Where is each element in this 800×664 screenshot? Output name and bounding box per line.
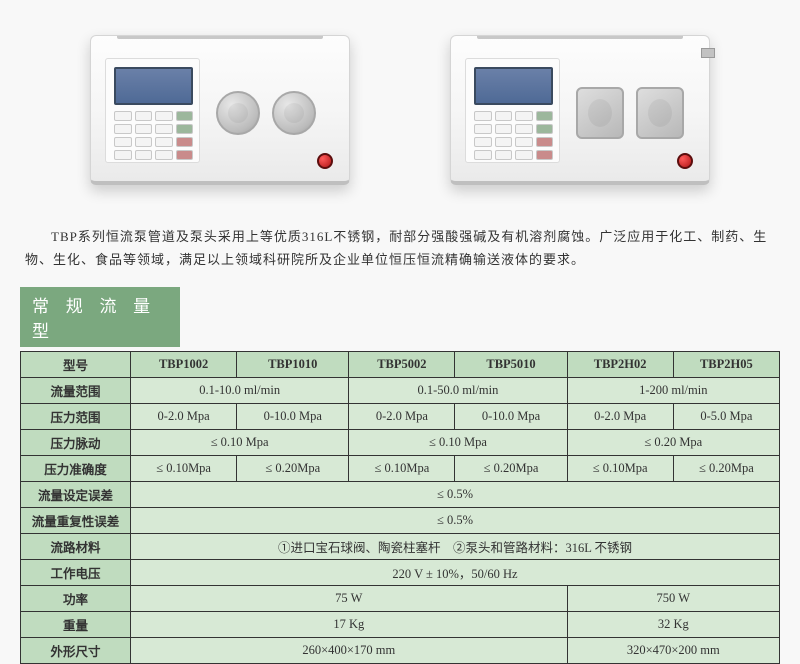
- table-row: 工作电压220 V ± 10%，50/60 Hz: [21, 559, 780, 585]
- row-label: 工作电压: [21, 559, 131, 585]
- spec-cell: ≤ 0.20Mpa: [237, 455, 349, 481]
- model-col: TBP1002: [131, 351, 237, 377]
- spec-cell: 75 W: [131, 585, 568, 611]
- table-row: 压力范围0-2.0 Mpa0-10.0 Mpa0-2.0 Mpa0-10.0 M…: [21, 403, 780, 429]
- model-col: TBP5010: [455, 351, 567, 377]
- row-label: 压力准确度: [21, 455, 131, 481]
- spec-cell: ≤ 0.10 Mpa: [131, 429, 349, 455]
- row-label: 重量: [21, 611, 131, 637]
- header-label: 型号: [21, 351, 131, 377]
- spec-cell: 0-5.0 Mpa: [673, 403, 779, 429]
- row-label: 外形尺寸: [21, 637, 131, 663]
- row-label: 流量设定误差: [21, 481, 131, 507]
- table-row: 流量范围0.1-10.0 ml/min0.1-50.0 ml/min1-200 …: [21, 377, 780, 403]
- model-col: TBP1010: [237, 351, 349, 377]
- spec-cell: 260×400×170 mm: [131, 637, 568, 663]
- spec-cell: 220 V ± 10%，50/60 Hz: [131, 559, 780, 585]
- table-row: 重量17 Kg32 Kg: [21, 611, 780, 637]
- product-description: TBP系列恒流泵管道及泵头采用上等优质316L不锈钢，耐部分强酸强碱及有机溶剂腐…: [25, 225, 775, 272]
- spec-cell: 0.1-50.0 ml/min: [349, 377, 567, 403]
- product-image-left: [70, 20, 370, 200]
- table-header-row: 型号 TBP1002 TBP1010 TBP5002 TBP5010 TBP2H…: [21, 351, 780, 377]
- section-header: 常 规 流 量 型: [20, 287, 180, 347]
- row-label: 压力脉动: [21, 429, 131, 455]
- table-row: 流路材料①进口宝石球阀、陶瓷柱塞杆 ②泵头和管路材料：316L 不锈钢: [21, 533, 780, 559]
- table-row: 压力脉动≤ 0.10 Mpa≤ 0.10 Mpa≤ 0.20 Mpa: [21, 429, 780, 455]
- row-label: 流路材料: [21, 533, 131, 559]
- table-row: 流量重复性误差≤ 0.5%: [21, 507, 780, 533]
- row-label: 压力范围: [21, 403, 131, 429]
- spec-cell: 0-10.0 Mpa: [237, 403, 349, 429]
- spec-cell: ≤ 0.10Mpa: [131, 455, 237, 481]
- spec-cell: 0-2.0 Mpa: [131, 403, 237, 429]
- spec-cell: 1-200 ml/min: [567, 377, 779, 403]
- spec-cell: 17 Kg: [131, 611, 568, 637]
- spec-cell: ≤ 0.5%: [131, 507, 780, 533]
- spec-table: 型号 TBP1002 TBP1010 TBP5002 TBP5010 TBP2H…: [20, 351, 780, 664]
- spec-cell: 0.1-10.0 ml/min: [131, 377, 349, 403]
- spec-cell: 0-2.0 Mpa: [567, 403, 673, 429]
- product-images-row: [20, 10, 780, 210]
- row-label: 功率: [21, 585, 131, 611]
- spec-cell: ≤ 0.10 Mpa: [349, 429, 567, 455]
- spec-cell: ≤ 0.20Mpa: [455, 455, 567, 481]
- spec-cell: 0-10.0 Mpa: [455, 403, 567, 429]
- table-row: 流量设定误差≤ 0.5%: [21, 481, 780, 507]
- spec-cell: ≤ 0.10Mpa: [349, 455, 455, 481]
- spec-cell: 0-2.0 Mpa: [349, 403, 455, 429]
- product-image-right: [430, 20, 730, 200]
- row-label: 流量重复性误差: [21, 507, 131, 533]
- spec-cell: ≤ 0.20Mpa: [673, 455, 779, 481]
- spec-cell: 32 Kg: [567, 611, 779, 637]
- table-row: 压力准确度≤ 0.10Mpa≤ 0.20Mpa≤ 0.10Mpa≤ 0.20Mp…: [21, 455, 780, 481]
- model-col: TBP2H02: [567, 351, 673, 377]
- spec-cell: 750 W: [567, 585, 779, 611]
- spec-cell: 320×470×200 mm: [567, 637, 779, 663]
- spec-cell: ≤ 0.10Mpa: [567, 455, 673, 481]
- spec-cell: ①进口宝石球阀、陶瓷柱塞杆 ②泵头和管路材料：316L 不锈钢: [131, 533, 780, 559]
- model-col: TBP2H05: [673, 351, 779, 377]
- spec-cell: ≤ 0.5%: [131, 481, 780, 507]
- model-col: TBP5002: [349, 351, 455, 377]
- table-row: 外形尺寸260×400×170 mm320×470×200 mm: [21, 637, 780, 663]
- table-row: 功率75 W750 W: [21, 585, 780, 611]
- spec-cell: ≤ 0.20 Mpa: [567, 429, 779, 455]
- row-label: 流量范围: [21, 377, 131, 403]
